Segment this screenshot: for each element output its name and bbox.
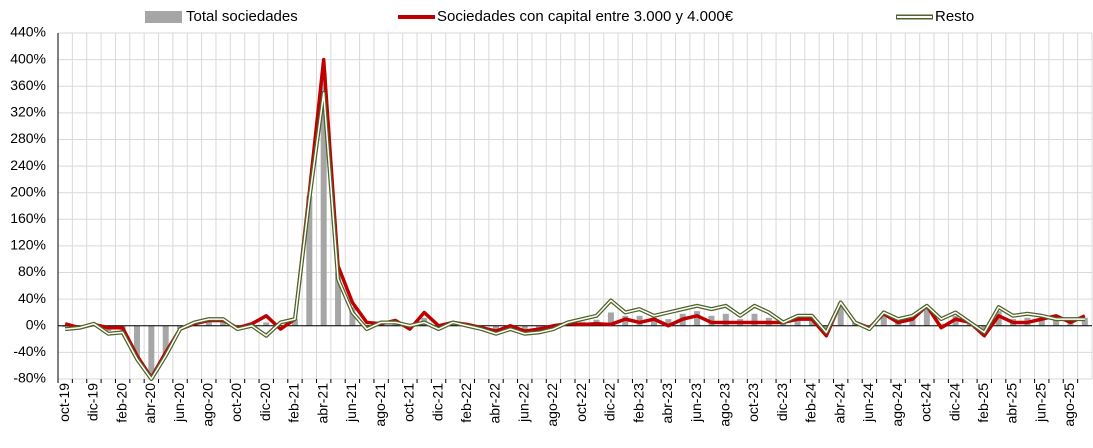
x-tick-label: feb-25 [975, 383, 991, 423]
y-tick-label: 160% [10, 210, 46, 226]
y-tick-label: 200% [10, 183, 46, 199]
x-tick-label: abr-24 [831, 383, 847, 424]
bar [722, 313, 729, 326]
x-tick-label: jun-25 [1032, 383, 1048, 423]
bar [837, 302, 844, 326]
x-tick-label: dic-20 [257, 383, 273, 421]
x-tick-label: ago-21 [372, 383, 388, 427]
bar [133, 325, 140, 358]
y-tick-label: 360% [10, 77, 46, 93]
bar [1038, 317, 1045, 326]
x-tick-label: abr-22 [487, 383, 503, 424]
bar [320, 72, 327, 326]
bar [650, 317, 657, 326]
y-tick-label: 120% [10, 237, 46, 253]
legend-label: Total sociedades [186, 8, 298, 25]
x-tick-label: feb-20 [113, 383, 129, 423]
x-tick-label: jun-22 [515, 383, 531, 423]
y-tick-label: 40% [18, 290, 46, 306]
bar [880, 313, 887, 326]
bar [1081, 317, 1088, 326]
y-tick-label: 240% [10, 157, 46, 173]
y-tick-label: 440% [10, 24, 46, 40]
x-tick-label: feb-23 [630, 383, 646, 423]
line-inner [65, 92, 1085, 380]
legend-label: Resto [935, 8, 974, 25]
x-tick-label: abr-20 [142, 383, 158, 424]
x-tick-label: jun-23 [688, 383, 704, 423]
x-tick-label: oct-24 [918, 383, 934, 422]
bar [335, 272, 342, 326]
legend-swatch [145, 11, 182, 23]
x-tick-label: feb-21 [286, 383, 302, 423]
x-tick-label: abr-21 [314, 383, 330, 424]
bar [263, 322, 270, 326]
x-tick-label: ago-24 [889, 383, 905, 427]
x-tick-label: abr-23 [659, 383, 675, 424]
bar [493, 325, 500, 333]
bar [909, 317, 916, 326]
y-tick-label: 80% [18, 263, 46, 279]
y-tick-label: 0% [26, 316, 46, 332]
x-tick-label: ago-22 [544, 383, 560, 427]
bar [665, 319, 672, 326]
bar [694, 311, 701, 326]
x-tick-label: oct-22 [573, 383, 589, 422]
bar [148, 325, 155, 379]
bar [751, 313, 758, 326]
x-tick-label: dic-21 [429, 383, 445, 421]
x-tick-label: jun-21 [343, 383, 359, 423]
x-tick-label: jun-24 [860, 383, 876, 423]
bar [205, 319, 212, 326]
x-tick-label: oct-20 [228, 383, 244, 422]
x-tick-label: jun-20 [171, 383, 187, 423]
x-tick-label: dic-23 [774, 383, 790, 421]
x-tick-label: oct-19 [56, 383, 72, 422]
x-tick-label: abr-25 [1004, 383, 1020, 424]
x-tick-label: dic-19 [85, 383, 101, 421]
bar [607, 312, 614, 326]
x-tick-label: dic-22 [602, 383, 618, 421]
bar [794, 317, 801, 326]
bar [162, 325, 169, 354]
bar [220, 319, 227, 326]
bar [291, 319, 298, 326]
x-tick-label: feb-22 [458, 383, 474, 423]
x-tick-label: oct-23 [745, 383, 761, 422]
bar [349, 307, 356, 326]
x-tick-label: ago-20 [199, 383, 215, 427]
bar [521, 325, 528, 333]
x-tick-label: oct-21 [401, 383, 417, 422]
bar [62, 325, 69, 328]
x-tick-label: feb-24 [803, 383, 819, 423]
bar [1053, 317, 1060, 326]
bar [923, 305, 930, 326]
y-tick-label: -40% [13, 343, 46, 359]
legend-label: Sociedades con capital entre 3.000 y 4.0… [437, 8, 734, 25]
y-tick-label: 400% [10, 50, 46, 66]
y-tick-label: 280% [10, 130, 46, 146]
x-tick-label: dic-24 [946, 383, 962, 421]
x-tick-label: ago-25 [1061, 383, 1077, 427]
bar [306, 196, 313, 326]
y-tick-label: -80% [13, 370, 46, 386]
y-tick-label: 320% [10, 104, 46, 120]
x-tick-label: ago-23 [716, 383, 732, 427]
